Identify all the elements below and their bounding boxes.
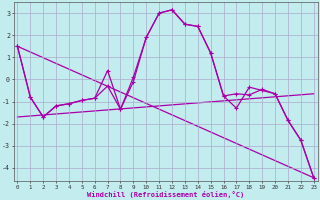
X-axis label: Windchill (Refroidissement éolien,°C): Windchill (Refroidissement éolien,°C) bbox=[87, 191, 244, 198]
